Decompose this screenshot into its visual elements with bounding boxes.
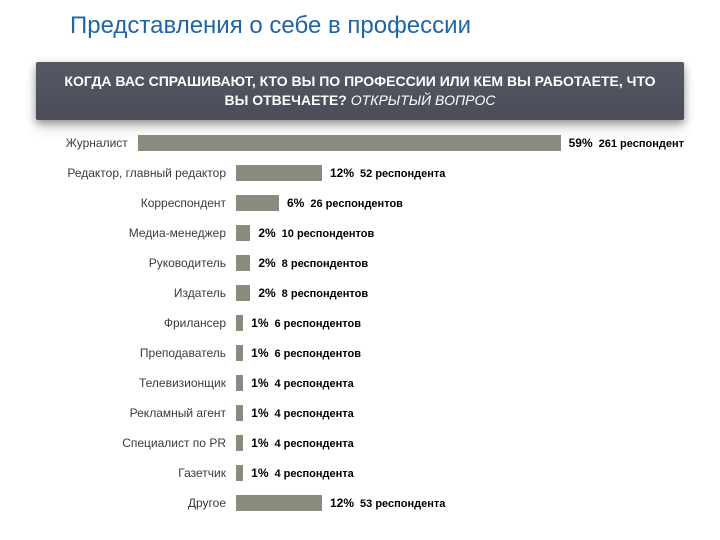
bar-values: 1% 4 респондента xyxy=(251,406,354,420)
category-label: Руководитель xyxy=(36,256,236,270)
respondents-label: 4 респондента xyxy=(275,408,354,420)
bar-values: 2% 8 респондентов xyxy=(258,256,368,270)
bar xyxy=(236,225,250,241)
chart-row: Газетчик 1% 4 респондента xyxy=(36,458,684,488)
percent-label: 1% xyxy=(251,466,268,480)
category-label: Журналист xyxy=(36,136,138,150)
respondents-label: 261 респондент xyxy=(599,138,684,150)
bar xyxy=(138,135,561,151)
bar-area: 1% 4 респондента xyxy=(236,458,684,488)
respondents-label: 4 респондента xyxy=(275,378,354,390)
bar-area: 12% 53 респондента xyxy=(236,488,684,518)
bar xyxy=(236,285,250,301)
bar xyxy=(236,345,243,361)
bar xyxy=(236,195,279,211)
percent-label: 1% xyxy=(251,436,268,450)
bar-area: 2% 8 респондентов xyxy=(236,278,684,308)
percent-label: 1% xyxy=(251,346,268,360)
bar-area: 1% 6 респондентов xyxy=(236,338,684,368)
respondents-label: 6 респондентов xyxy=(275,348,361,360)
respondents-label: 52 респондента xyxy=(360,168,445,180)
bar xyxy=(236,255,250,271)
category-label: Другое xyxy=(36,496,236,510)
profession-bar-chart: Журналист 59% 261 респондент Редактор, глав… xyxy=(36,128,684,518)
bar-area: 1% 6 респондентов xyxy=(236,308,684,338)
chart-row: Журналист 59% 261 респондент xyxy=(36,128,684,158)
category-label: Фрилансер xyxy=(36,316,236,330)
respondents-label: 10 респондентов xyxy=(282,228,375,240)
chart-row: Руководитель 2% 8 респондентов xyxy=(36,248,684,278)
respondents-label: 6 респондентов xyxy=(275,318,361,330)
bar-area: 1% 4 респондента xyxy=(236,398,684,428)
bar-area: 12% 52 респондента xyxy=(236,158,684,188)
bar-values: 12% 53 респондента xyxy=(330,496,445,510)
question-sub: ОТКРЫТЫЙ ВОПРОС xyxy=(351,92,496,108)
slide-title: Представления о себе в профессии xyxy=(70,12,471,40)
category-label: Издатель xyxy=(36,286,236,300)
chart-row: Другое 12% 53 респондента xyxy=(36,488,684,518)
chart-row: Корреспондент 6% 26 респондентов xyxy=(36,188,684,218)
bar-area: 1% 4 респондента xyxy=(236,368,684,398)
bar-values: 1% 4 респондента xyxy=(251,436,354,450)
bar xyxy=(236,495,322,511)
respondents-label: 4 респондента xyxy=(275,468,354,480)
chart-row: Издатель 2% 8 респондентов xyxy=(36,278,684,308)
bar-area: 59% 261 респондент xyxy=(138,128,684,158)
percent-label: 1% xyxy=(251,376,268,390)
percent-label: 2% xyxy=(258,256,275,270)
percent-label: 2% xyxy=(258,286,275,300)
chart-row: Медиа-менеджер 2% 10 респондентов xyxy=(36,218,684,248)
category-label: Специалист по PR xyxy=(36,436,236,450)
bar xyxy=(236,315,243,331)
percent-label: 12% xyxy=(330,166,354,180)
bar-area: 1% 4 респондента xyxy=(236,428,684,458)
chart-row: Телевизионщик 1% 4 респондента xyxy=(36,368,684,398)
bar xyxy=(236,165,322,181)
bar-values: 2% 8 респондентов xyxy=(258,286,368,300)
respondents-label: 26 респондентов xyxy=(310,198,403,210)
percent-label: 1% xyxy=(251,316,268,330)
category-label: Рекламный агент xyxy=(36,406,236,420)
percent-label: 1% xyxy=(251,406,268,420)
category-label: Медиа-менеджер xyxy=(36,226,236,240)
bar-values: 1% 4 респондента xyxy=(251,466,354,480)
bar xyxy=(236,435,243,451)
chart-row: Специалист по PR 1% 4 респондента xyxy=(36,428,684,458)
category-label: Газетчик xyxy=(36,466,236,480)
bar-area: 2% 8 респондентов xyxy=(236,248,684,278)
category-label: Корреспондент xyxy=(36,196,236,210)
bar-area: 6% 26 респондентов xyxy=(236,188,684,218)
bar xyxy=(236,405,243,421)
bar-values: 6% 26 респондентов xyxy=(287,196,403,210)
percent-label: 6% xyxy=(287,196,304,210)
percent-label: 2% xyxy=(258,226,275,240)
bar-values: 12% 52 респондента xyxy=(330,166,445,180)
respondents-label: 8 респондентов xyxy=(282,258,368,270)
percent-label: 12% xyxy=(330,496,354,510)
respondents-label: 53 респондента xyxy=(360,498,445,510)
category-label: Редактор, главный редактор xyxy=(36,166,236,180)
category-label: Телевизионщик xyxy=(36,376,236,390)
chart-row: Рекламный агент 1% 4 респондента xyxy=(36,398,684,428)
bar xyxy=(236,375,243,391)
category-label: Преподаватель xyxy=(36,346,236,360)
chart-row: Редактор, главный редактор 12% 52 респонде… xyxy=(36,158,684,188)
question-banner: КОГДА ВАС СПРАШИВАЮТ, КТО ВЫ ПО ПРОФЕССИ… xyxy=(36,62,684,120)
bar-area: 2% 10 респондентов xyxy=(236,218,684,248)
percent-label: 59% xyxy=(569,136,593,150)
bar-values: 2% 10 респондентов xyxy=(258,226,374,240)
respondents-label: 4 респондента xyxy=(275,438,354,450)
chart-row: Фрилансер 1% 6 респондентов xyxy=(36,308,684,338)
bar-values: 59% 261 респондент xyxy=(569,136,684,150)
bar-values: 1% 6 респондентов xyxy=(251,316,361,330)
bar xyxy=(236,465,243,481)
respondents-label: 8 респондентов xyxy=(282,288,368,300)
bar-values: 1% 6 респондентов xyxy=(251,346,361,360)
chart-row: Преподаватель 1% 6 респондентов xyxy=(36,338,684,368)
bar-values: 1% 4 респондента xyxy=(251,376,354,390)
